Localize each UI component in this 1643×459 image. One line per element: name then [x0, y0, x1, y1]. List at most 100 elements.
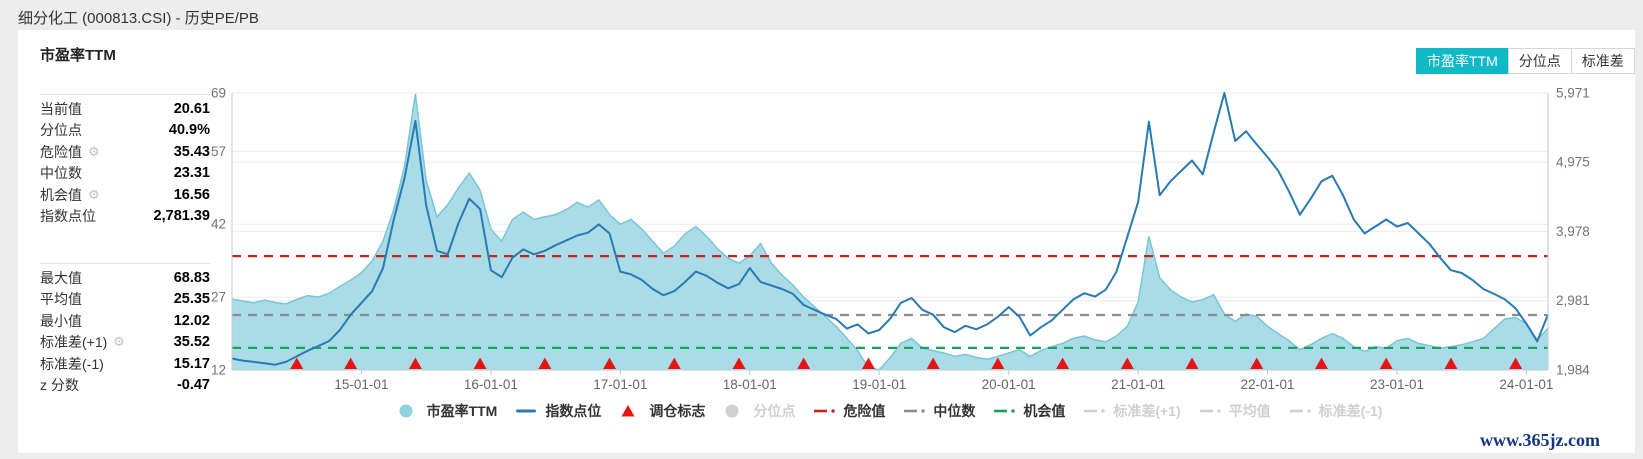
svg-text:15-01-01: 15-01-01: [334, 377, 388, 392]
tab-percentile[interactable]: 分位点: [1507, 48, 1572, 74]
stat-label: 指数点位: [40, 208, 96, 225]
svg-text:3,978: 3,978: [1556, 224, 1590, 239]
legend-label: 指数点位: [545, 403, 602, 419]
svg-text:27: 27: [211, 290, 226, 305]
svg-text:57: 57: [211, 144, 226, 159]
svg-text:20-01-01: 20-01-01: [982, 377, 1036, 392]
svg-text:22-01-01: 22-01-01: [1241, 377, 1295, 392]
legend-label: 危险值: [843, 403, 886, 419]
stat-value: 35.43: [173, 143, 210, 160]
rebalance-marker-icon: [1185, 357, 1199, 369]
stat-value: 68.83: [173, 269, 210, 286]
rebalance-markers: [290, 357, 1523, 369]
legend-item-危险值[interactable]: 危险值: [814, 401, 885, 421]
stat-row-max: 最大值 68.83: [40, 267, 210, 289]
gear-icon[interactable]: ⚙: [88, 186, 100, 202]
svg-text:12: 12: [211, 363, 226, 378]
dashdot-legend-icon: [1199, 409, 1221, 413]
svg-text:21-01-01: 21-01-01: [1111, 377, 1165, 392]
svg-text:16-01-01: 16-01-01: [464, 377, 518, 392]
stat-row-danger-value: 危险值 ⚙ 35.43: [40, 141, 210, 163]
stat-row-stddev-plus1: 标准差(+1) ⚙ 35.52: [40, 332, 210, 354]
rebalance-marker-icon: [1444, 357, 1458, 369]
chart-plot-area[interactable]: [232, 93, 1548, 370]
gear-icon[interactable]: ⚙: [88, 143, 100, 159]
stat-row-median: 中位数 23.31: [40, 163, 210, 185]
dashdot-legend-icon: [814, 409, 836, 413]
stat-label: 平均值: [40, 291, 82, 308]
rebalance-marker-icon: [797, 357, 811, 369]
pe-area-edge: [231, 93, 1549, 371]
rebalance-marker-icon: [290, 357, 304, 369]
legend-item-分位点[interactable]: 分位点: [724, 401, 795, 421]
svg-text:18-01-01: 18-01-01: [723, 377, 777, 392]
stat-value: 2,781.39: [153, 208, 210, 225]
svg-text:19-01-01: 19-01-01: [852, 377, 906, 392]
stat-value: 12.02: [173, 312, 210, 329]
stat-value: 25.35: [173, 291, 210, 308]
legend-item-标准差(-1)[interactable]: 标准差(-1): [1289, 401, 1383, 421]
legend-label: 机会值: [1023, 403, 1066, 419]
triangle-legend-icon: [621, 405, 635, 417]
legend-label: 标准差(+1): [1113, 403, 1181, 419]
stat-value: 15.17: [173, 355, 210, 372]
legend-label: 调仓标志: [649, 403, 706, 419]
legend-item-机会值[interactable]: 机会值: [994, 401, 1065, 421]
legend-item-平均值[interactable]: 平均值: [1199, 401, 1271, 421]
legend-item-中位数[interactable]: 中位数: [904, 401, 975, 421]
stat-value: -0.47: [176, 377, 210, 394]
watermark: www.365jz.com: [1480, 430, 1600, 450]
rebalance-marker-icon: [1120, 357, 1134, 369]
stat-row-stddev-minus1: 标准差(-1) 15.17: [40, 353, 210, 375]
svg-text:23-01-01: 23-01-01: [1370, 377, 1424, 392]
pe-area-series: [232, 93, 1548, 371]
stat-value: 23.31: [173, 165, 210, 182]
view-switcher: 市盈率TTM 分位点 标准差: [1416, 48, 1635, 74]
stats-block-distribution: 最大值 68.83 平均值 25.35 最小值 12.02 标准差(+1) ⚙ 3…: [40, 263, 210, 396]
stat-row-mean: 平均值 25.35: [40, 289, 210, 311]
circle-legend-icon: [725, 404, 739, 418]
chart-title: 市盈率TTM: [40, 47, 116, 64]
stat-label: 最大值: [40, 269, 82, 286]
legend-label: 市盈率TTM: [426, 403, 498, 419]
rebalance-marker-icon: [473, 357, 487, 369]
stat-value: 35.52: [173, 334, 210, 351]
svg-text:17-01-01: 17-01-01: [593, 377, 647, 392]
stat-row-percentile: 分位点 40.9%: [40, 120, 210, 142]
svg-text:2,981: 2,981: [1556, 293, 1590, 308]
dashdot-legend-icon: [904, 409, 926, 413]
chart-legend: 市盈率TTM 指数点位 调仓标志 分位点 危险值 中位数 机会值 标准差(+1) 平均值 标准差(…: [232, 401, 1548, 421]
rebalance-marker-icon: [1379, 357, 1393, 369]
stat-row-min: 最小值 12.02: [40, 310, 210, 332]
legend-item-标准差(+1)[interactable]: 标准差(+1): [1084, 401, 1181, 421]
index-line-series: [231, 92, 1549, 366]
rebalance-marker-icon: [1056, 357, 1070, 369]
stat-label: 最小值: [40, 312, 82, 329]
x-axis: 15-01-01 16-01-01 17-01-01 18-01-01 19-01-01…: [334, 370, 1553, 392]
gear-icon[interactable]: ⚙: [113, 334, 125, 350]
chart-card: [18, 30, 1635, 453]
rebalance-marker-icon: [408, 357, 422, 369]
stat-label: 危险值 ⚙: [40, 143, 100, 160]
circle-legend-icon: [399, 404, 413, 418]
rebalance-marker-icon: [344, 357, 358, 369]
axis-lines: [231, 93, 1549, 371]
rebalance-marker-icon: [1509, 357, 1523, 369]
stats-block-current: 当前值 20.61 分位点 40.9% 危险值 ⚙ 35.43 中位数 23.31…: [40, 94, 210, 227]
tab-stddev[interactable]: 标准差: [1570, 48, 1635, 74]
tab-pe-ttm[interactable]: 市盈率TTM: [1416, 48, 1509, 74]
legend-item-调仓标志[interactable]: 调仓标志: [620, 401, 705, 421]
legend-item-市盈率TTM[interactable]: 市盈率TTM: [398, 401, 498, 421]
left-axis: 12 27 42 57 69: [211, 86, 226, 378]
legend-item-指数点位[interactable]: 指数点位: [516, 401, 601, 421]
stat-value: 16.56: [173, 186, 210, 203]
rebalance-marker-icon: [991, 357, 1005, 369]
rebalance-marker-icon: [732, 357, 746, 369]
legend-label: 标准差(-1): [1318, 403, 1383, 419]
line-legend-icon: [516, 409, 537, 413]
dashdot-legend-icon: [1289, 409, 1311, 413]
svg-text:5,971: 5,971: [1556, 86, 1590, 101]
top-bar: 细分化工 (000813.CSI) - 历史PE/PB: [0, 0, 1643, 30]
